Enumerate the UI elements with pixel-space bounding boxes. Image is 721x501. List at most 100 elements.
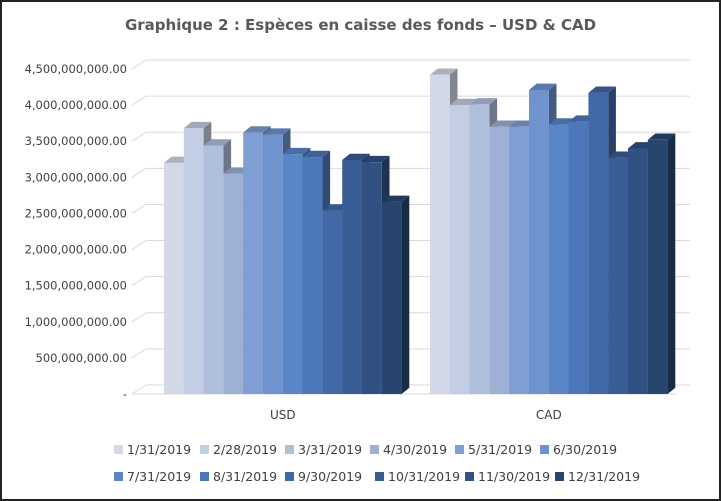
bar xyxy=(342,160,362,394)
legend-item: 6/30/2019 xyxy=(540,442,617,457)
legend-item: 12/31/2019 xyxy=(555,469,640,484)
bar xyxy=(647,139,668,394)
bar xyxy=(183,128,204,394)
bar-top xyxy=(183,121,212,129)
y-tick-label: 1,000,000,000.00 xyxy=(25,315,127,329)
gridline-depth xyxy=(131,131,147,142)
bar xyxy=(381,201,402,394)
legend-label: 3/31/2019 xyxy=(298,442,363,457)
legend-swatch xyxy=(375,472,384,481)
bar-top xyxy=(430,68,458,75)
legend-swatch xyxy=(285,445,294,454)
legend-swatch xyxy=(114,472,123,481)
legend-label: 11/30/2019 xyxy=(478,469,551,484)
bar xyxy=(322,210,343,394)
legend-item: 5/31/2019 xyxy=(455,442,532,457)
legend-swatch xyxy=(285,472,294,481)
bar-top xyxy=(203,139,232,146)
legend-swatch xyxy=(465,472,474,481)
gridline-depth xyxy=(131,276,147,287)
legend-item: 7/31/2019 xyxy=(114,469,191,484)
legend-label: 9/30/2019 xyxy=(298,469,363,484)
y-tick-label: 3,000,000,000.00 xyxy=(25,170,127,184)
gridline-depth xyxy=(131,167,147,178)
bar xyxy=(588,92,609,394)
legend-swatch xyxy=(200,472,209,481)
bar-top xyxy=(469,98,498,105)
bar-top xyxy=(381,195,410,202)
bar-top xyxy=(342,153,370,160)
bar xyxy=(164,162,184,394)
bar-top xyxy=(449,98,478,106)
gridline-depth xyxy=(131,384,147,395)
legend-label: 7/31/2019 xyxy=(127,469,192,484)
legend-swatch xyxy=(200,445,209,454)
bar-top xyxy=(263,128,291,135)
bar xyxy=(282,154,303,394)
y-tick-label: 4,500,000,000.00 xyxy=(25,62,127,76)
y-tick-label: 4,000,000,000.00 xyxy=(25,98,127,112)
gridline-depth xyxy=(131,204,147,214)
gridline-depth xyxy=(131,59,147,70)
legend-label: 5/31/2019 xyxy=(468,442,533,457)
bar-side xyxy=(401,195,410,394)
bar-top xyxy=(489,120,517,127)
bar xyxy=(628,148,648,394)
gridline-depth xyxy=(131,95,147,106)
y-tick-label: 1,500,000,000.00 xyxy=(25,279,127,293)
legend-label: 4/30/2019 xyxy=(383,442,448,457)
legend-item: 3/31/2019 xyxy=(285,442,362,457)
legend-item: 10/31/2019 xyxy=(375,469,460,484)
bar xyxy=(489,126,510,395)
bar xyxy=(243,132,263,395)
legend-item: 9/30/2019 xyxy=(285,469,362,484)
legend-item: 8/31/2019 xyxy=(200,469,277,484)
category-label: CAD xyxy=(536,408,562,422)
bar xyxy=(263,134,283,394)
bar xyxy=(548,124,569,394)
y-tick-label: 2,000,000,000.00 xyxy=(25,243,127,257)
bar xyxy=(302,157,323,394)
y-tick-label: - xyxy=(123,387,127,401)
legend-item: 2/28/2019 xyxy=(200,442,277,457)
bar-top xyxy=(362,155,390,163)
bar-top xyxy=(588,86,616,93)
y-tick-label: 500,000,000.00 xyxy=(36,351,127,365)
legend-swatch xyxy=(540,445,549,454)
bar xyxy=(223,173,244,394)
legend-swatch xyxy=(555,472,564,481)
legend-label: 12/31/2019 xyxy=(568,469,641,484)
y-tick-label: 3,500,000,000.00 xyxy=(25,134,127,148)
category-label: USD xyxy=(270,408,296,422)
chart-title: Graphique 2 : Espèces en caisse des fond… xyxy=(124,16,597,34)
bar xyxy=(203,145,224,394)
bar xyxy=(509,126,529,395)
legend-label: 6/30/2019 xyxy=(553,442,618,457)
legend-label: 8/31/2019 xyxy=(213,469,278,484)
bar xyxy=(430,74,450,395)
legend-item: 11/30/2019 xyxy=(465,469,550,484)
legend-swatch xyxy=(114,445,123,454)
legend-item: 4/30/2019 xyxy=(370,442,447,457)
gridline-depth xyxy=(131,348,147,359)
gridline-depth xyxy=(131,240,147,250)
legend-label: 2/28/2019 xyxy=(213,442,278,457)
bar xyxy=(608,157,628,394)
gridline-depth xyxy=(131,312,147,323)
bar-side xyxy=(667,133,676,394)
bar-top xyxy=(282,147,311,155)
bar xyxy=(449,105,470,394)
bar xyxy=(568,121,589,394)
bar-top xyxy=(243,126,271,133)
legend-item: 1/31/2019 xyxy=(114,442,191,457)
bar-top xyxy=(647,133,676,140)
bar-top xyxy=(302,150,331,158)
bar-top xyxy=(529,83,557,90)
legend-label: 1/31/2019 xyxy=(127,442,192,457)
bar xyxy=(362,162,382,394)
bar xyxy=(469,104,490,394)
legend-swatch xyxy=(455,445,464,454)
legend-swatch xyxy=(370,445,379,454)
